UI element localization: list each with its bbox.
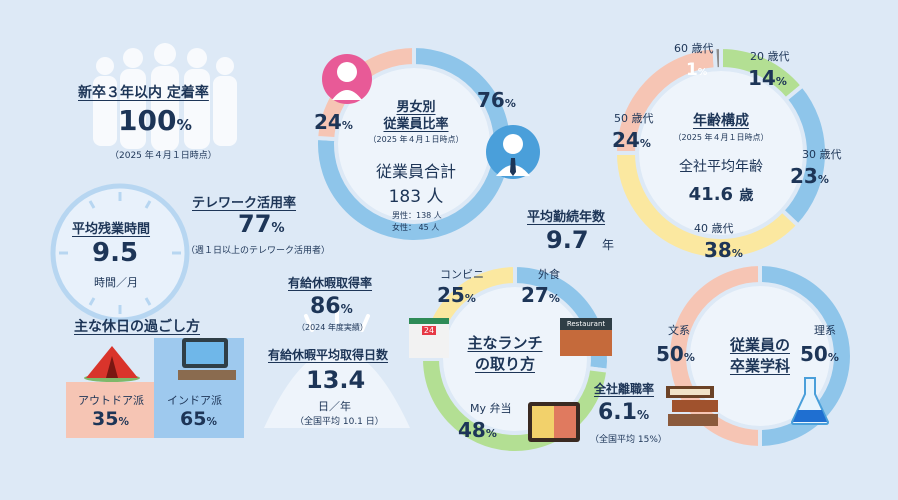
age-value-40s: 38% bbox=[704, 238, 743, 262]
turnover-title: 全社離職率 bbox=[594, 382, 655, 396]
male-pct: 76% bbox=[477, 88, 516, 112]
tent-icon bbox=[84, 346, 140, 382]
paid-leave-days-title: 有給休暇平均取得日数 bbox=[268, 348, 389, 362]
age-avg-label: 全社平均年齢 bbox=[679, 159, 763, 175]
age-title: 年齢構成 bbox=[693, 113, 749, 129]
female-avatar-icon bbox=[322, 54, 372, 104]
age-value-20s: 14% bbox=[748, 66, 787, 90]
overtime-unit: 時間／月 bbox=[94, 276, 138, 289]
female-count: 女性： 45 人 bbox=[392, 223, 440, 232]
major-label-rikei: 理系 bbox=[814, 324, 836, 337]
tenure-value: 9.7 bbox=[546, 226, 589, 254]
major-title-line1: 従業員の bbox=[729, 336, 790, 354]
age-avg-value: 41.6 歳 bbox=[688, 184, 754, 205]
donut-hole bbox=[443, 287, 587, 431]
lunch-value-bento: 48% bbox=[458, 418, 497, 442]
age-value-50s: 24% bbox=[612, 128, 651, 152]
age-label-20s: 20 歳代 bbox=[750, 50, 790, 63]
gender-note: （2025 年４月１日時点） bbox=[368, 135, 464, 144]
retention-note: （2025 年４月１日時点） bbox=[110, 151, 217, 161]
tv-icon bbox=[178, 338, 236, 380]
female-pct: 24% bbox=[314, 110, 353, 134]
age-label-40s: 40 歳代 bbox=[694, 222, 734, 235]
age-slice-60s bbox=[712, 44, 723, 72]
indoor-label: インドア派 bbox=[167, 394, 222, 407]
convenience-store-icon: 24 bbox=[409, 318, 449, 358]
telework-value: 77% bbox=[238, 210, 285, 238]
lunch-title-line1: 主なランチ bbox=[467, 334, 543, 352]
gender-title-line1: 男女別 bbox=[396, 100, 436, 115]
lunch-value-gaishoku: 27% bbox=[521, 283, 560, 307]
age-note: （2025 年４月１日時点） bbox=[673, 133, 769, 142]
age-label-50s: 50 歳代 bbox=[614, 112, 654, 125]
books-icon bbox=[666, 386, 718, 426]
lunch-value-conbini: 25% bbox=[437, 283, 476, 307]
outdoor-label: アウトドア派 bbox=[78, 394, 144, 407]
major-title-line2: 卒業学科 bbox=[729, 357, 790, 375]
paid-leave-days-note: （全国平均 10.1 日） bbox=[295, 417, 384, 427]
people-silhouette-icon bbox=[93, 43, 237, 151]
flask-icon bbox=[790, 377, 830, 425]
donut-hole bbox=[639, 71, 803, 235]
paid-leave-rate-note: （2024 年度実績） bbox=[297, 323, 368, 332]
bento-icon bbox=[528, 402, 580, 442]
clock-icon bbox=[50, 183, 190, 323]
total-value: 183 人 bbox=[388, 187, 444, 207]
outdoor-value: 35% bbox=[92, 408, 129, 430]
paid-leave-days-unit: 日／年 bbox=[318, 400, 351, 413]
telework-note: （週１日以上のテレワーク活用者） bbox=[186, 246, 331, 256]
overtime-value: 9.5 bbox=[92, 238, 139, 268]
overtime-title: 平均残業時間 bbox=[72, 222, 151, 237]
age-label-60s: 60 歳代 bbox=[674, 42, 714, 55]
paid-leave-rate-title: 有給休暇取得率 bbox=[288, 276, 373, 290]
gender-donut-chart bbox=[314, 43, 514, 244]
mountain-sun-icon bbox=[264, 304, 410, 428]
total-label: 従業員合計 bbox=[375, 162, 456, 181]
lunch-title-line2: の取り方 bbox=[474, 355, 535, 373]
age-value-60s: 1% bbox=[686, 60, 708, 80]
telework-title: テレワーク活用率 bbox=[192, 196, 297, 211]
lunch-label-gaishoku: 外食 bbox=[538, 268, 560, 281]
donut-hole bbox=[690, 286, 830, 426]
retention-title: 新卒３年以内 定着率 bbox=[78, 85, 209, 101]
male-count: 男性：138 人 bbox=[392, 211, 442, 220]
retention-value: 100% bbox=[118, 104, 192, 137]
paid-leave-rate-value: 86% bbox=[310, 294, 353, 319]
tenure-title: 平均勤続年数 bbox=[527, 210, 606, 225]
outdoor-box bbox=[66, 382, 154, 438]
age-label-30s: 30 歳代 bbox=[802, 148, 842, 161]
donut-hole bbox=[338, 68, 490, 220]
paid-leave-days-value: 13.4 bbox=[306, 366, 366, 394]
lunch-label-bento: My 弁当 bbox=[470, 402, 512, 415]
major-label-bunkei: 文系 bbox=[668, 324, 690, 337]
tenure-unit: 年 bbox=[602, 238, 615, 252]
restaurant-icon: Restaurant bbox=[560, 318, 612, 356]
indoor-value: 65% bbox=[180, 408, 217, 430]
lunch-label-conbini: コンビニ bbox=[440, 268, 484, 281]
male-avatar-icon bbox=[486, 125, 540, 179]
major-value-rikei: 50% bbox=[800, 342, 839, 366]
turnover-note: （全国平均 15%） bbox=[590, 435, 667, 445]
major-slice-rikei bbox=[758, 261, 854, 451]
major-value-bunkei: 50% bbox=[656, 342, 695, 366]
age-value-30s: 23% bbox=[790, 164, 829, 188]
gender-title-line2: 従業員比率 bbox=[383, 117, 449, 132]
age-donut-chart bbox=[612, 44, 829, 261]
holiday-title: 主な休日の過ごし方 bbox=[74, 319, 200, 335]
turnover-value: 6.1% bbox=[598, 400, 650, 425]
